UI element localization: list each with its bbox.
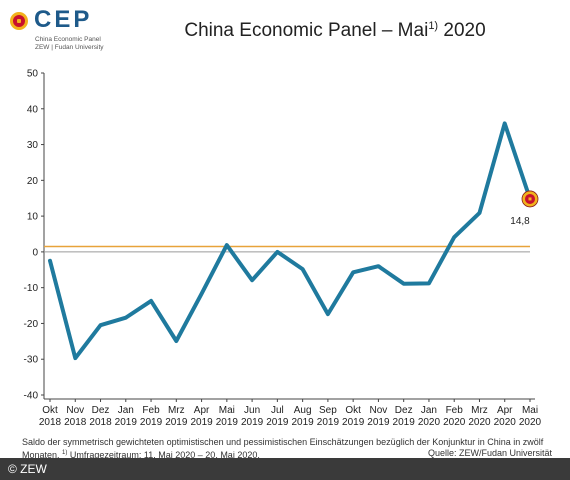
y-tick-label: -10 <box>24 283 39 294</box>
y-tick-label: 10 <box>27 212 39 223</box>
data-point <box>351 270 355 274</box>
footnote-line-2-start: Monaten. <box>22 450 60 460</box>
x-tick-label-month: Okt <box>345 405 361 416</box>
y-tick-label: -20 <box>24 319 39 330</box>
data-point <box>301 267 305 271</box>
x-tick-label-month: Mai <box>219 405 235 416</box>
cep-logo: CEP China Economic Panel ZEW | Fudan Uni… <box>8 6 128 51</box>
chart-title-year: 2020 <box>443 20 486 41</box>
chart-title: China Economic Panel – Mai1) 2020 <box>120 20 550 42</box>
x-tick-label-year: 2019 <box>241 417 264 428</box>
x-tick-label-month: Nov <box>370 405 388 416</box>
data-point <box>48 259 52 263</box>
footnote-line-1: Saldo der symmetrisch gewichteten optimi… <box>22 437 544 447</box>
x-tick-label-year: 2019 <box>266 417 289 428</box>
x-tick-label-year: 2018 <box>39 417 62 428</box>
data-point <box>402 282 406 286</box>
x-tick-label-year: 2019 <box>367 417 390 428</box>
data-point <box>376 264 380 268</box>
x-tick-label-month: Dez <box>92 405 110 416</box>
line-chart: 50403020100-10-20-30-40Okt2018Nov2018Dez… <box>24 69 542 429</box>
data-point <box>225 243 229 247</box>
data-point <box>99 323 103 327</box>
cep-logo-icon <box>10 12 28 30</box>
x-tick-label-year: 2019 <box>165 417 188 428</box>
data-point <box>326 312 330 316</box>
x-tick-label-month: Jan <box>421 405 437 416</box>
x-tick-label-year: 2019 <box>216 417 239 428</box>
x-tick-label-year: 2020 <box>443 417 466 428</box>
footnote-marker: 1) <box>62 450 68 456</box>
x-tick-label-year: 2019 <box>190 417 213 428</box>
x-tick-label-month: Apr <box>497 405 513 416</box>
x-tick-label-year: 2020 <box>494 417 517 428</box>
logo-subtitle: China Economic Panel <box>35 36 101 43</box>
x-tick-label-year: 2020 <box>519 417 542 428</box>
y-tick-label: -30 <box>24 355 39 366</box>
x-tick-label-year: 2019 <box>115 417 138 428</box>
y-tick-label: -40 <box>24 391 39 402</box>
x-tick-label-year: 2018 <box>89 417 112 428</box>
chart-title-text: China Economic Panel – Mai <box>184 20 429 41</box>
x-tick-label-year: 2019 <box>140 417 163 428</box>
data-point <box>149 299 153 303</box>
x-tick-label-year: 2020 <box>468 417 491 428</box>
footnote-line-2: Monaten. 1) Umfragezeitraum: 11. Mai 202… <box>22 448 260 461</box>
x-tick-label-month: Nov <box>66 405 84 416</box>
chart-title-footnote-marker: 1) <box>428 20 439 32</box>
x-tick-label-year: 2018 <box>64 417 87 428</box>
data-point <box>174 339 178 343</box>
y-tick-label: 40 <box>27 104 39 115</box>
logo-institutions: ZEW | Fudan University <box>35 44 104 51</box>
x-tick-label-year: 2020 <box>418 417 441 428</box>
y-tick-label: 30 <box>27 140 39 151</box>
x-tick-label-month: Jul <box>271 405 284 416</box>
x-tick-label-month: Okt <box>42 405 58 416</box>
data-point <box>73 356 77 360</box>
x-tick-label-month: Jun <box>244 405 260 416</box>
x-tick-label-month: Aug <box>294 405 312 416</box>
x-tick-label-year: 2019 <box>317 417 340 428</box>
highlight-value-label: 14,8 <box>510 216 530 227</box>
data-point <box>275 250 279 254</box>
chart-footnote: Saldo der symmetrisch gewichteten optimi… <box>22 437 552 461</box>
x-tick-label-month: Mrz <box>471 405 488 416</box>
footnote-source: Quelle: ZEW/Fudan Universität <box>427 448 552 458</box>
data-point <box>200 292 204 296</box>
x-tick-label-month: Apr <box>194 405 210 416</box>
series-line <box>48 121 532 361</box>
x-tick-label-month: Dez <box>395 405 413 416</box>
x-tick-label-month: Mrz <box>168 405 185 416</box>
x-tick-label-month: Jan <box>118 405 134 416</box>
y-tick-label: 0 <box>32 247 38 258</box>
x-tick-label-year: 2019 <box>342 417 365 428</box>
y-tick-label: 50 <box>27 69 39 80</box>
x-tick-label-year: 2019 <box>292 417 315 428</box>
data-point <box>427 281 431 285</box>
x-tick-label-month: Mai <box>522 405 538 416</box>
logo-wordmark: CEP <box>34 6 93 33</box>
x-tick-label-month: Feb <box>446 405 464 416</box>
data-point <box>452 235 456 239</box>
y-tick-label: 20 <box>27 176 39 187</box>
data-point <box>124 316 128 320</box>
copyright-bar: © ZEW <box>0 458 570 480</box>
x-tick-label-month: Sep <box>319 405 337 416</box>
highlight-marker-center <box>528 197 532 201</box>
x-tick-label-year: 2019 <box>393 417 416 428</box>
data-point <box>477 211 481 215</box>
data-point <box>250 278 254 282</box>
data-point <box>503 121 507 125</box>
footnote-survey-period: Umfragezeitraum: 11. Mai 2020 – 20. Mai … <box>69 450 260 460</box>
x-tick-label-month: Feb <box>142 405 160 416</box>
